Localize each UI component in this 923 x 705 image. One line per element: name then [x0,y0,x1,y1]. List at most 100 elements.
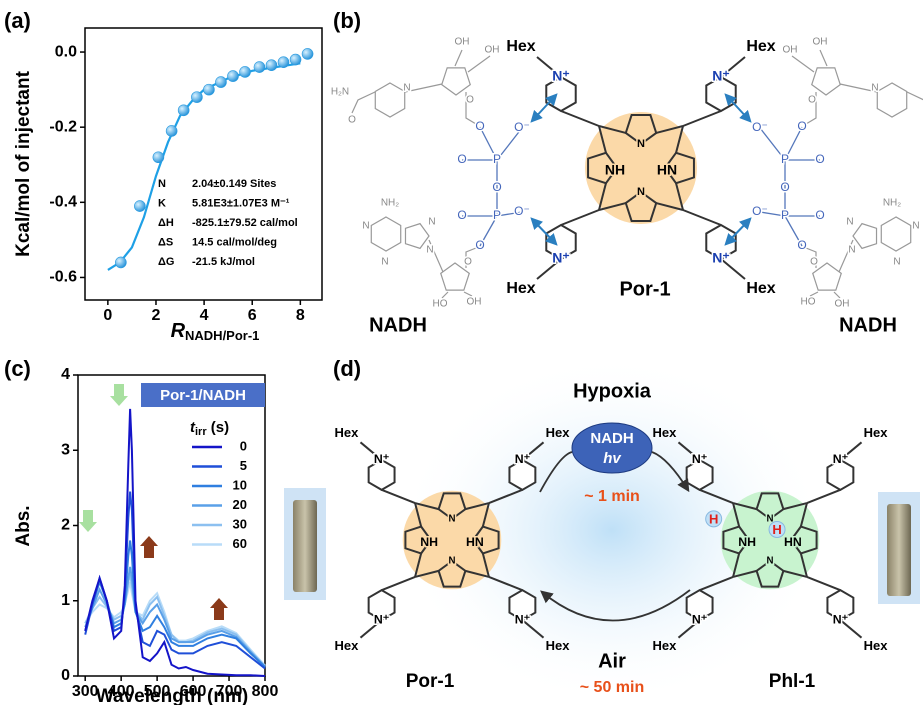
x-tick-label: 600 [180,683,207,700]
nadh-atom: OH [783,45,798,56]
phosphate-bond [784,126,803,161]
nadh-label: NADH [839,314,897,336]
phosphate-atom: O [457,152,466,166]
ring-bond [655,125,684,134]
nadh-label: NADH [369,314,427,336]
phosphate-atom: O [475,238,484,252]
pyrrole-ring [624,114,658,146]
phosphate-atom: O [815,152,824,166]
nadh-atom: N [428,217,435,228]
ring-bond [783,502,808,511]
adenine-ring [370,216,402,252]
porphyrin: N⁺ Hex N⁺ Hex N⁺ Hex N⁺ Hex N N NH HN [652,425,888,653]
ring-bond [414,502,423,527]
hexyl-label: Hex [864,638,889,653]
ring-bond [414,502,439,511]
fit-line [107,62,301,271]
hexyl-bond [521,619,545,639]
ring-bond [799,553,808,578]
trend-arrow [210,598,228,620]
adenine-ring [880,216,912,252]
nadh-atom: O [466,95,474,106]
interaction-arrow [724,217,752,246]
ring-nh: NH [738,535,756,549]
hydrogen-highlight [768,520,786,538]
nadh-atom: HO [801,297,816,308]
phosphate-atom: P [493,208,501,222]
nadh-atom: N [871,83,878,94]
pyrrole-ring [587,151,619,185]
phosphate-atom: O [475,119,484,133]
y-tick-label: -0.2 [49,118,77,135]
nadh-atom: NH₂ [883,198,901,209]
phosphate-bond [496,211,523,217]
meso-bond [806,488,841,504]
pyridinium-ring [508,589,537,622]
adenine-ring [852,222,878,250]
ribose-oh [819,49,828,67]
ring-bond [675,125,684,154]
nadh-atom: OH [485,45,500,56]
panel-label: (a) [4,8,31,33]
fit-parameter: ΔH [158,217,174,229]
reaction-glow [397,355,827,705]
pyridinium-ring [685,589,714,622]
trend-arrow [110,384,128,406]
trend-arrow [140,536,158,558]
pyridinium-ring [826,589,855,622]
reagent: NADH [590,430,633,447]
legend-title-unit: (s) [207,419,230,436]
phosphate-atom: P [493,152,501,166]
hexyl-label: Hex [864,425,889,440]
pyridinium-n: N⁺ [552,68,570,84]
meso-bond [699,488,734,504]
nicotinamide-ring [876,82,908,118]
pyrrole-ring [404,525,433,555]
ring-nh: HN [466,535,484,549]
ring-bond [783,569,808,578]
ring-n: N [767,513,774,524]
ring-bond [481,553,490,578]
fit-parameter: ΔG [158,256,174,268]
ring-nh: HN [784,535,802,549]
hexyl-label: Hex [546,425,571,440]
meso-bond [560,209,600,226]
nadh-atom: O [808,95,816,106]
fit-parameter: N [158,178,166,190]
panel-label: (d) [333,356,361,381]
hexyl-label: Hex [652,425,677,440]
ribose-oh [467,55,491,73]
spectrum-line [84,491,266,670]
hexyl-bond [720,56,746,78]
ribose-phosphate-link [805,92,817,125]
legend-label: 0 [240,438,247,453]
reaction-time: ~ 50 min [580,679,644,696]
pyridinium-n: N⁺ [374,452,389,466]
tag-text: Por-1/NADH [160,387,246,404]
meso-bond [806,576,841,592]
nadh-atom: N [403,83,410,94]
phosphate-atom: O⁻ [752,120,768,134]
x-tick-label: 300 [72,683,99,700]
data-point [239,66,251,78]
fit-value: 2.04±0.149 Sites [192,178,276,190]
added-hydrogen: H [772,522,781,537]
ribose-oh [441,291,449,299]
data-point [277,56,290,68]
vial-por1 [293,500,317,592]
light: hv [603,450,622,467]
hexyl-bond [677,619,701,639]
pyridinium-n: N⁺ [833,452,848,466]
reagent-badge [571,422,653,474]
nadh-atom: N [362,221,369,232]
ring-bond [465,569,490,578]
ring-bond [414,569,439,578]
porphyrin: N⁺ Hex N⁺ Hex N⁺ Hex N⁺ Hex N N NH HN [506,38,775,297]
amide-bond [351,91,376,114]
ribose-ring [441,67,471,96]
legend-label: 30 [233,516,247,531]
data-point [134,200,146,212]
ring-nh: HN [657,162,677,178]
fit-value: 5.81E3±1.07E3 M⁻¹ [192,197,290,209]
